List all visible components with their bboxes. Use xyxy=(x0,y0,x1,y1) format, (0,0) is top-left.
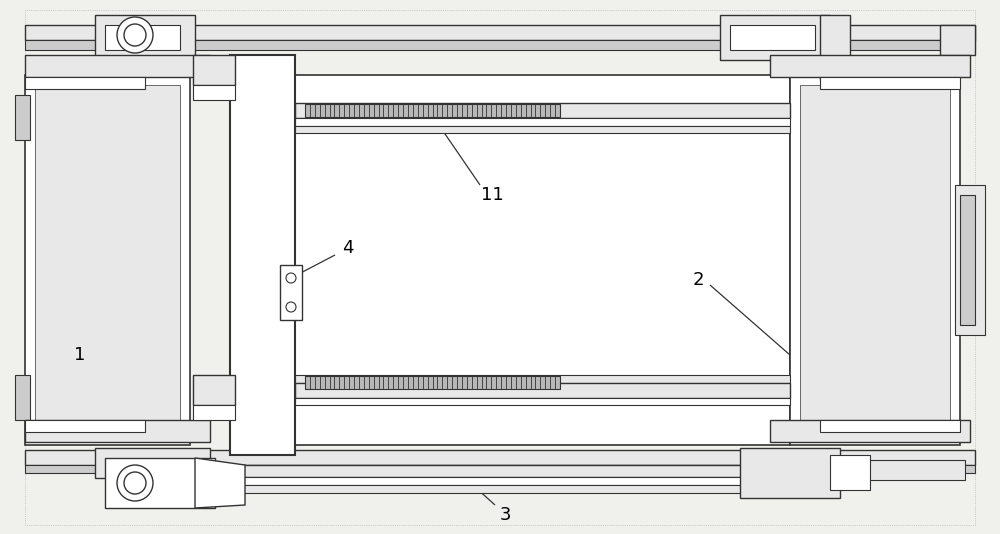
Bar xyxy=(105,25,180,50)
Bar xyxy=(295,118,790,126)
Bar xyxy=(305,104,560,117)
Bar xyxy=(35,85,180,435)
Bar xyxy=(295,383,790,398)
Bar xyxy=(15,375,30,420)
Bar xyxy=(790,75,960,445)
Text: 3: 3 xyxy=(499,506,511,524)
Bar xyxy=(770,55,970,77)
Bar xyxy=(720,15,830,60)
Bar xyxy=(820,55,960,70)
Bar xyxy=(25,420,145,432)
Bar xyxy=(295,375,790,383)
Bar xyxy=(295,398,790,405)
Bar xyxy=(193,405,235,420)
Bar xyxy=(940,25,975,55)
Bar xyxy=(15,95,30,140)
Bar xyxy=(193,375,235,405)
Bar xyxy=(740,448,840,498)
Bar xyxy=(835,460,965,480)
Bar xyxy=(770,420,970,442)
Circle shape xyxy=(286,302,296,312)
Bar xyxy=(280,265,302,320)
Bar xyxy=(230,55,295,455)
Bar xyxy=(235,465,755,477)
Circle shape xyxy=(117,465,153,501)
Bar xyxy=(800,85,950,435)
Bar xyxy=(25,25,975,40)
Bar xyxy=(295,75,790,445)
Bar xyxy=(305,376,560,389)
Bar xyxy=(95,15,195,60)
Bar xyxy=(25,465,975,473)
Circle shape xyxy=(124,24,146,46)
Text: 2: 2 xyxy=(692,271,704,289)
Circle shape xyxy=(286,273,296,283)
Circle shape xyxy=(124,472,146,494)
Text: 11: 11 xyxy=(481,186,503,204)
Bar xyxy=(25,450,975,465)
Bar xyxy=(25,55,210,77)
Bar xyxy=(95,448,210,478)
Text: 4: 4 xyxy=(342,239,354,257)
Polygon shape xyxy=(195,458,245,508)
Bar xyxy=(25,75,190,445)
Bar xyxy=(820,15,850,80)
Bar xyxy=(25,77,145,89)
Bar xyxy=(235,485,755,493)
Bar xyxy=(235,477,755,485)
Bar xyxy=(193,55,235,85)
Bar xyxy=(955,185,985,335)
Text: 1: 1 xyxy=(74,346,86,364)
Bar xyxy=(25,420,210,442)
Bar xyxy=(193,85,235,100)
Circle shape xyxy=(117,17,153,53)
Bar xyxy=(960,195,975,325)
Bar xyxy=(105,458,215,508)
Bar xyxy=(25,40,975,50)
Bar xyxy=(295,103,790,118)
Bar xyxy=(830,455,870,490)
Bar xyxy=(820,77,960,89)
Bar xyxy=(295,126,790,133)
Bar xyxy=(820,420,960,432)
Bar xyxy=(730,25,815,50)
